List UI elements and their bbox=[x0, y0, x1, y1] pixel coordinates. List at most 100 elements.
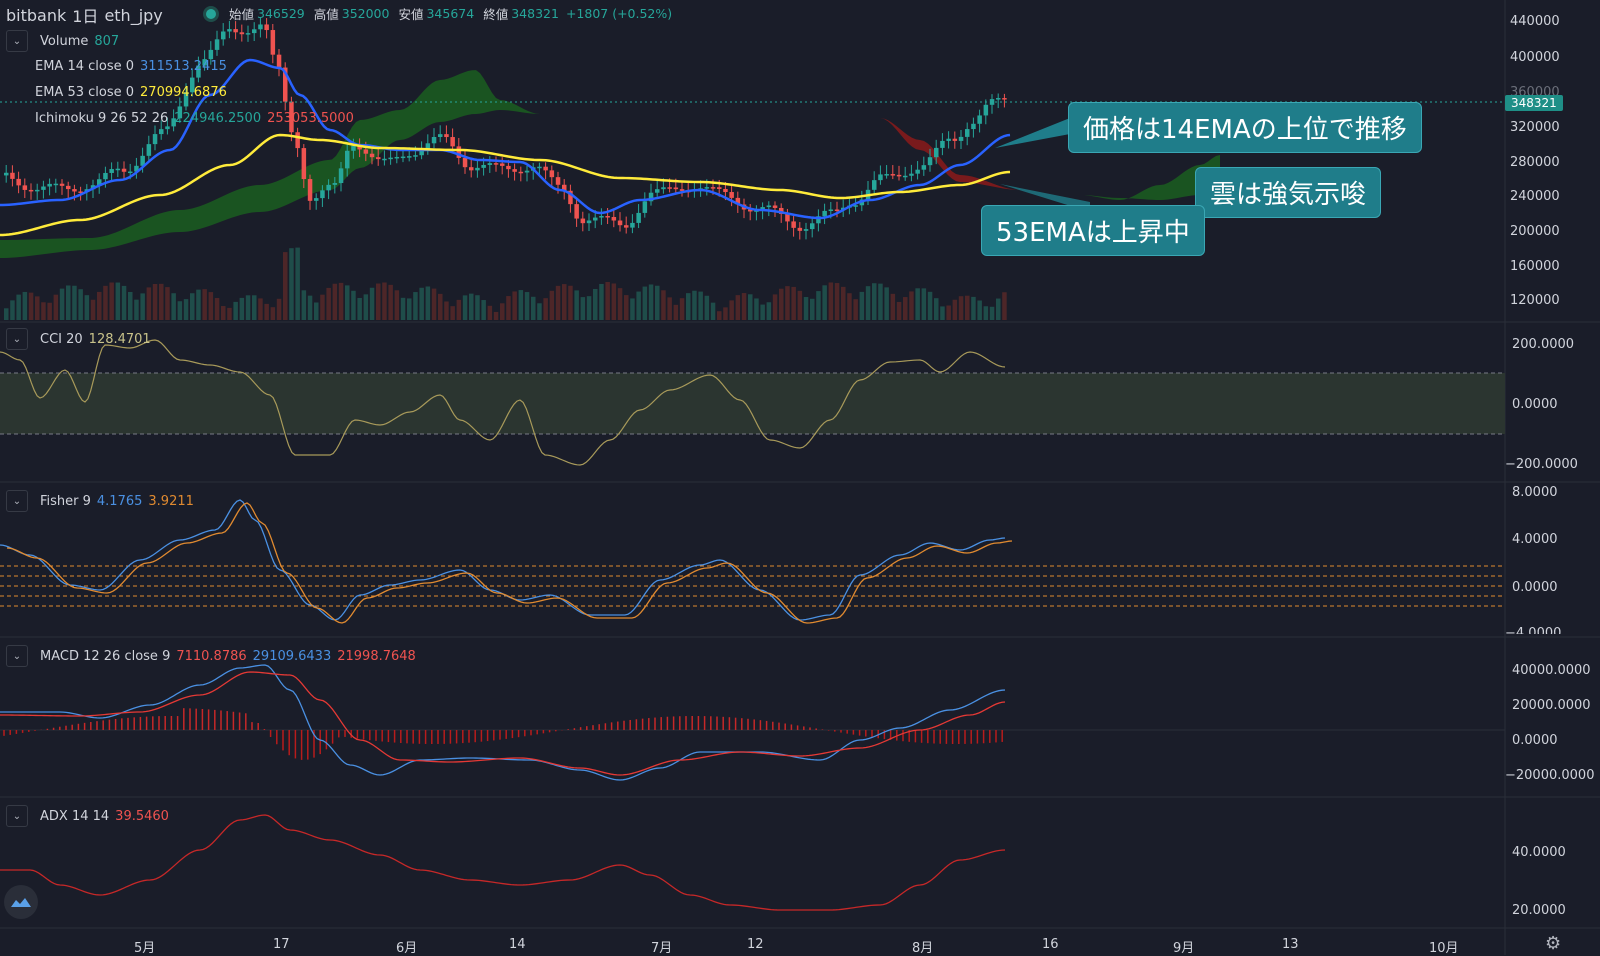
volume-bar bbox=[47, 302, 52, 320]
time-axis-label: 17 bbox=[273, 937, 290, 952]
candle-body bbox=[487, 163, 493, 165]
volume-bar bbox=[28, 292, 34, 320]
candle-body bbox=[500, 163, 505, 166]
volume-bar bbox=[326, 287, 331, 320]
volume-bar bbox=[357, 297, 362, 320]
volume-bar bbox=[221, 306, 226, 320]
interval-label[interactable]: 1日 bbox=[72, 7, 99, 26]
candle-body bbox=[134, 165, 139, 172]
volume-bar bbox=[977, 300, 982, 320]
volume-bar bbox=[97, 291, 102, 320]
volume-bar bbox=[884, 287, 889, 320]
volume-bar bbox=[177, 301, 183, 320]
candle-body bbox=[28, 189, 34, 192]
volume-bar bbox=[934, 298, 939, 320]
price-axis-label: 120000 bbox=[1510, 293, 1560, 308]
volume-bar bbox=[518, 290, 524, 320]
volume-bar bbox=[785, 286, 790, 320]
candle-body bbox=[183, 92, 189, 107]
candle-body bbox=[140, 155, 145, 166]
candle-body bbox=[382, 158, 387, 161]
macd-legend[interactable]: ⌄ MACD 12 26 close 9 7110.8786 29109.643… bbox=[6, 645, 416, 667]
ichimoku-label: Ichimoku 9 26 52 26 bbox=[35, 111, 169, 126]
volume-bar bbox=[438, 293, 443, 320]
volume-bar bbox=[413, 292, 418, 320]
volume-bar bbox=[803, 297, 809, 320]
ema53-label: EMA 53 close 0 bbox=[35, 85, 135, 100]
volume-bar bbox=[847, 293, 852, 320]
candle-body bbox=[400, 156, 406, 159]
tradingview-logo-icon[interactable] bbox=[4, 885, 38, 919]
candle-body bbox=[853, 205, 858, 207]
ichimoku-cloud bbox=[540, 114, 1080, 195]
candle-body bbox=[16, 178, 21, 186]
volume-bar bbox=[841, 286, 846, 320]
volume-bar bbox=[394, 290, 400, 320]
fisher-legend[interactable]: ⌄ Fisher 9 4.1765 3.9211 bbox=[6, 490, 194, 512]
candle-body bbox=[481, 164, 486, 168]
candle-body bbox=[785, 213, 790, 222]
volume-legend[interactable]: ⌄ Volume 807 bbox=[6, 30, 119, 52]
volume-bar bbox=[605, 282, 610, 320]
volume-bar bbox=[586, 296, 592, 320]
volume-bar bbox=[927, 291, 933, 320]
candle-body bbox=[915, 169, 920, 174]
volume-bar bbox=[791, 286, 796, 320]
candle-body bbox=[35, 189, 40, 192]
candle-body bbox=[921, 165, 927, 170]
candle-body bbox=[475, 167, 480, 171]
ichimoku-value-2: 253053.5000 bbox=[267, 111, 354, 126]
volume-bar bbox=[500, 303, 505, 320]
gear-icon[interactable]: ⚙ bbox=[1545, 933, 1562, 954]
volume-bar bbox=[624, 295, 629, 320]
candle-body bbox=[72, 189, 77, 192]
volume-bar bbox=[351, 290, 356, 320]
volume-bar bbox=[772, 294, 778, 320]
volume-bar bbox=[16, 294, 21, 320]
volume-value: 807 bbox=[94, 33, 120, 49]
candle-body bbox=[667, 187, 672, 189]
candle-body bbox=[301, 148, 307, 180]
volume-bar bbox=[890, 293, 896, 320]
volume-bar bbox=[239, 297, 245, 320]
chevron-down-icon[interactable]: ⌄ bbox=[6, 328, 28, 350]
candle-body bbox=[252, 29, 257, 34]
chevron-down-icon[interactable]: ⌄ bbox=[6, 645, 28, 667]
volume-bar bbox=[797, 290, 803, 320]
candle-body bbox=[965, 129, 970, 137]
cci-legend[interactable]: ⌄ CCI 20 128.4701 bbox=[6, 328, 151, 350]
candle-body bbox=[710, 187, 716, 189]
candle-body bbox=[10, 172, 15, 179]
symbol-label[interactable]: eth_jpy bbox=[104, 5, 163, 25]
adx-legend[interactable]: ⌄ ADX 14 14 39.5460 bbox=[6, 805, 169, 827]
macd-value-1: 7110.8786 bbox=[176, 648, 247, 664]
fisher-axis-label: 8.0000 bbox=[1512, 485, 1558, 500]
candle-body bbox=[159, 129, 164, 135]
ema14-legend[interactable]: EMA 14 close 0 311513.2415 bbox=[35, 59, 227, 74]
volume-bar bbox=[828, 282, 834, 320]
candle-body bbox=[351, 145, 356, 151]
ema53-legend[interactable]: EMA 53 close 0 270994.6876 bbox=[35, 85, 227, 100]
volume-bar bbox=[475, 295, 480, 320]
candle-body bbox=[593, 217, 598, 221]
candle-body bbox=[425, 143, 431, 151]
open-label: 始値 bbox=[229, 7, 255, 22]
chevron-down-icon[interactable]: ⌄ bbox=[6, 490, 28, 512]
candle-body bbox=[586, 220, 592, 224]
time-axis-label: 7月 bbox=[651, 941, 673, 956]
candle-body bbox=[996, 98, 1001, 100]
candle-body bbox=[822, 210, 827, 217]
chevron-down-icon[interactable]: ⌄ bbox=[6, 30, 28, 52]
macd-signal-line bbox=[0, 671, 1006, 776]
candle-body bbox=[214, 39, 220, 50]
cci-axis-label: 200.0000 bbox=[1512, 337, 1575, 352]
adx-line bbox=[0, 814, 1006, 911]
volume-bar bbox=[407, 298, 412, 320]
volume-bar bbox=[59, 288, 65, 320]
volume-bar bbox=[574, 290, 579, 320]
ichimoku-legend[interactable]: Ichimoku 9 26 52 26 224946.2500 253053.5… bbox=[35, 111, 354, 126]
candle-body bbox=[307, 179, 313, 201]
candle-body bbox=[580, 218, 586, 224]
volume-bar bbox=[103, 285, 108, 320]
chevron-down-icon[interactable]: ⌄ bbox=[6, 805, 28, 827]
